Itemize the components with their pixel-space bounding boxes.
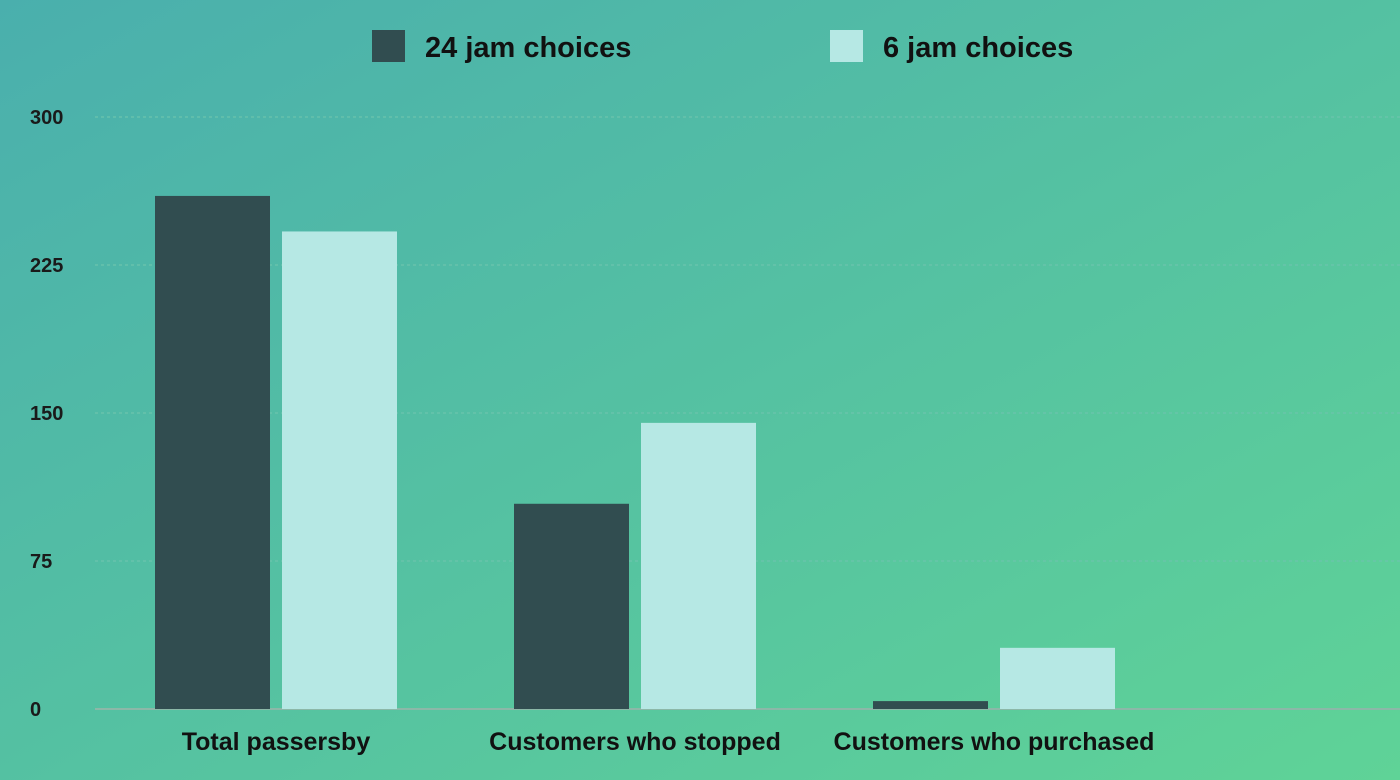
legend-label: 6 jam choices — [883, 32, 1073, 64]
bar — [514, 503, 629, 709]
bar — [641, 422, 756, 709]
legend: 24 jam choices 6 jam choices — [372, 30, 1073, 64]
legend-label: 24 jam choices — [425, 32, 631, 64]
bar — [282, 231, 397, 709]
bars — [155, 195, 1115, 709]
bar — [873, 701, 988, 709]
legend-swatch — [372, 30, 405, 62]
y-axis: 0 75 150 225 300 — [30, 107, 63, 721]
y-tick-label: 0 — [30, 699, 41, 721]
x-axis: Total passersby Customers who stopped Cust… — [182, 728, 1155, 756]
legend-swatch — [830, 30, 863, 62]
x-tick-label: Customers who purchased — [834, 728, 1155, 756]
y-tick-label: 225 — [30, 255, 63, 277]
y-tick-label: 300 — [30, 107, 63, 129]
bar — [155, 195, 270, 709]
bar — [1000, 647, 1115, 709]
x-tick-label: Customers who stopped — [489, 728, 781, 756]
y-tick-label: 150 — [30, 403, 63, 425]
x-tick-label: Total passersby — [182, 728, 371, 756]
y-tick-label: 75 — [30, 551, 52, 573]
